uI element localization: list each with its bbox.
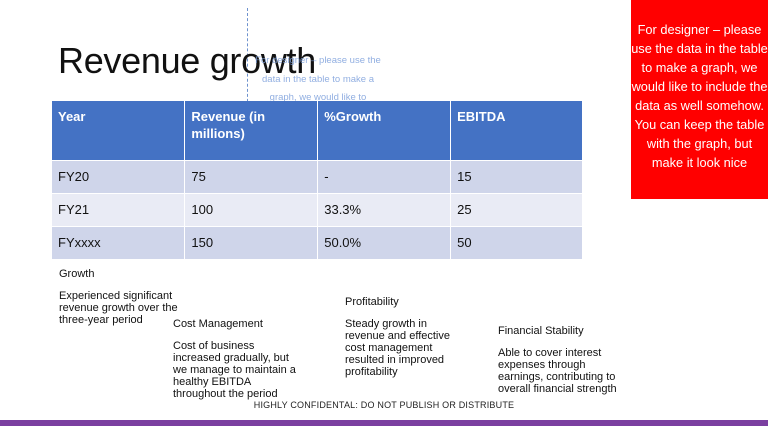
table-row: FY21 100 33.3% 25 bbox=[52, 192, 583, 226]
table-header-year: Year bbox=[52, 101, 186, 160]
block-body: Steady growth in revenue and effective c… bbox=[345, 318, 450, 378]
table-cell: 75 bbox=[184, 159, 319, 193]
block-body: Cost of business increased gradually, bu… bbox=[173, 340, 296, 400]
table-header-row: Year Revenue (in millions) %Growth EBITD… bbox=[52, 101, 583, 160]
table-cell: 50.0% bbox=[317, 225, 452, 259]
table-cell: FYxxxx bbox=[52, 225, 186, 259]
table-cell: 100 bbox=[184, 192, 319, 226]
block-heading: Cost Management bbox=[173, 318, 263, 330]
table-cell: 33.3% bbox=[317, 192, 452, 226]
slide-title[interactable]: Revenue growth bbox=[58, 40, 316, 81]
table-row: FYxxxx 150 50.0% 50 bbox=[52, 225, 583, 259]
table-cell: 50 bbox=[450, 225, 583, 259]
block-body: Experienced significant revenue growth o… bbox=[59, 290, 178, 326]
block-heading: Growth bbox=[59, 268, 95, 280]
block-body: Able to cover interest expenses through … bbox=[498, 347, 617, 395]
table-cell: FY21 bbox=[52, 192, 186, 226]
designer-note[interactable]: For designer – please use the data in th… bbox=[631, 0, 768, 199]
table-cell: 150 bbox=[184, 225, 319, 259]
table-cell: - bbox=[317, 159, 452, 193]
table-cell: 15 bbox=[450, 159, 583, 193]
table-row: FY20 75 - 15 bbox=[52, 159, 583, 193]
revenue-table[interactable]: Year Revenue (in millions) %Growth EBITD… bbox=[52, 101, 583, 259]
table-cell: FY20 bbox=[52, 159, 186, 193]
bottom-accent-bar bbox=[0, 420, 768, 426]
text-block-financial-stability[interactable]: Financial Stability Able to cover intere… bbox=[498, 325, 624, 395]
text-block-cost-management[interactable]: Cost Management Cost of business increas… bbox=[173, 318, 301, 400]
table-cell: 25 bbox=[450, 192, 583, 226]
table-header-ebitda: EBITDA bbox=[450, 101, 583, 160]
confidential-footer: HIGHLY CONFIDENTAL: DO NOT PUBLISH OR DI… bbox=[253, 400, 515, 410]
block-heading: Profitability bbox=[345, 296, 399, 308]
text-block-growth[interactable]: Growth Experienced significant revenue g… bbox=[59, 268, 185, 326]
text-block-profitability[interactable]: Profitability Steady growth in revenue a… bbox=[345, 296, 457, 378]
table-header-growth: %Growth bbox=[317, 101, 452, 160]
table-header-revenue: Revenue (in millions) bbox=[184, 101, 319, 160]
block-heading: Financial Stability bbox=[498, 325, 584, 337]
